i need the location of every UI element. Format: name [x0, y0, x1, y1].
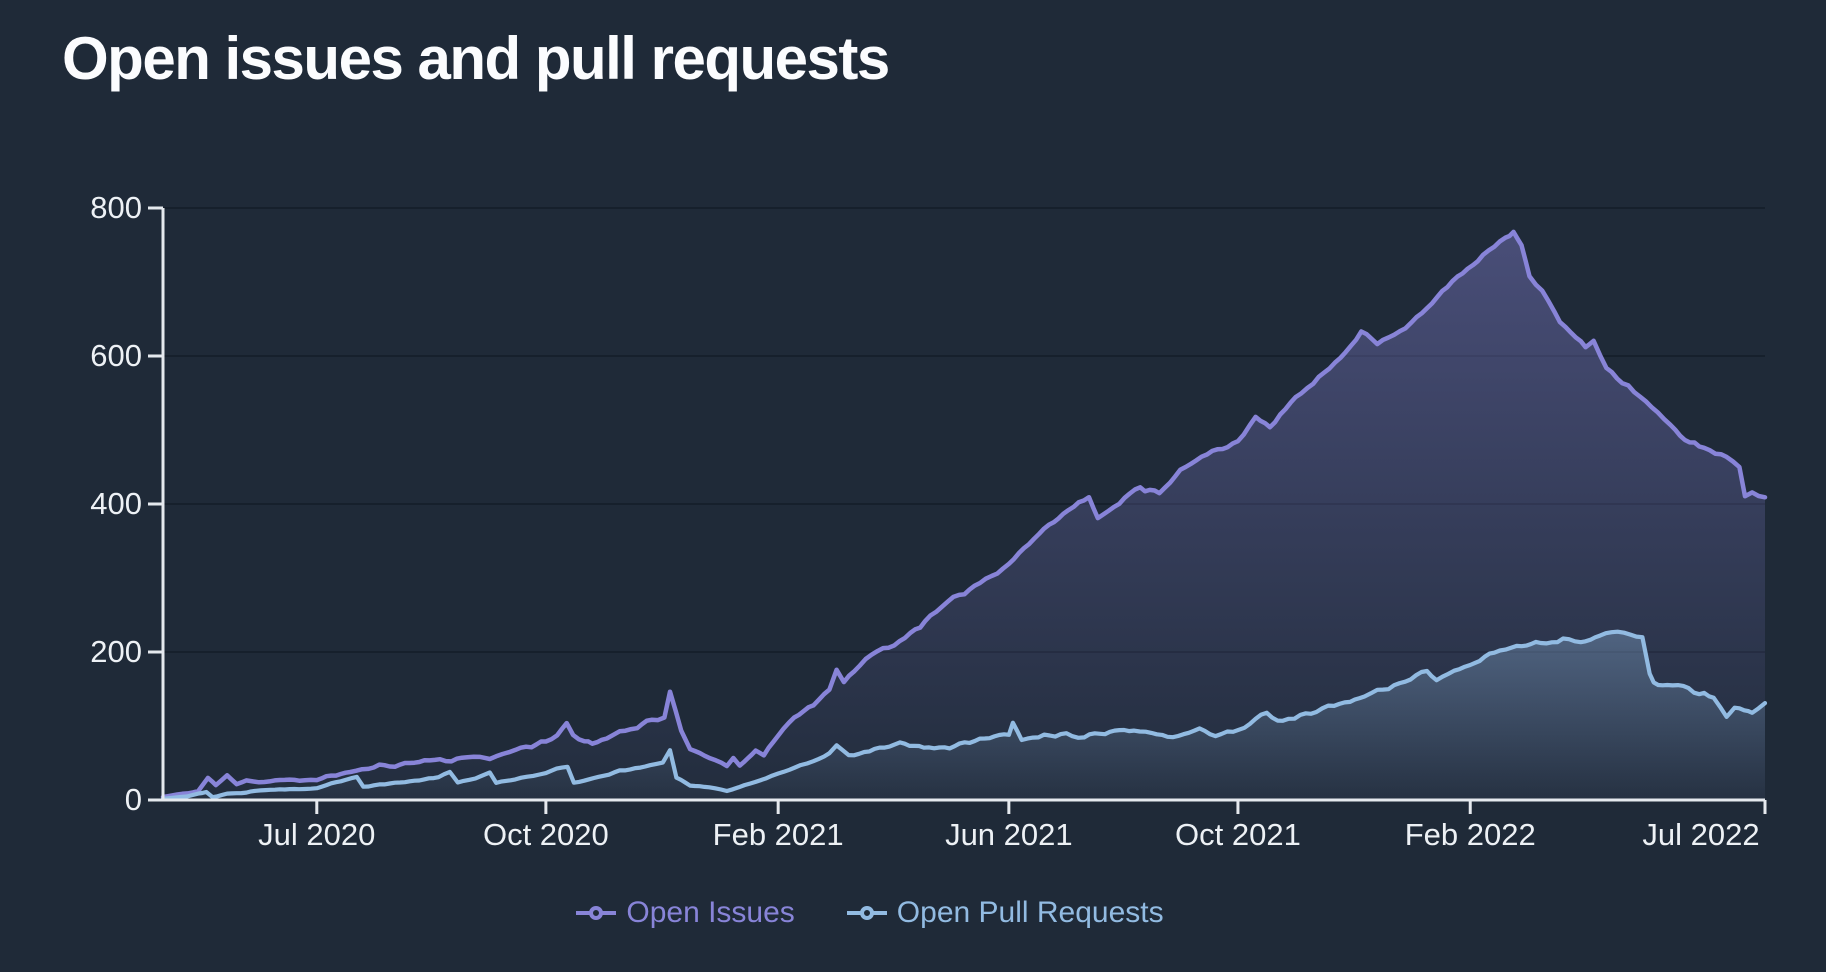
x-axis-tick-label: Jul 2022 — [1642, 817, 1760, 852]
y-axis-tick-label: 200 — [90, 634, 142, 669]
legend-item-open-pull-requests[interactable]: Open Pull Requests — [846, 896, 1164, 930]
legend-label: Open Issues — [626, 896, 795, 929]
y-axis-tick-label: 600 — [90, 338, 142, 373]
chart-legend: Open Issues Open Pull Requests — [0, 889, 1826, 937]
x-axis-tick-label: Oct 2021 — [1175, 817, 1301, 852]
legend-label: Open Pull Requests — [896, 896, 1164, 929]
issues-area — [163, 231, 1765, 800]
x-axis-tick-label: Oct 2020 — [482, 817, 609, 852]
y-axis-tick-label: 800 — [90, 190, 142, 225]
y-axis-tick-label: 400 — [90, 486, 142, 521]
legend-line-marker-icon — [846, 906, 887, 920]
legend-line-marker-icon — [576, 906, 617, 920]
y-axis-tick-label: 0 — [124, 782, 142, 817]
issues-line — [160, 229, 1768, 800]
x-axis-tick-label: Jun 2021 — [945, 817, 1073, 852]
x-axis-tick-label: Jul 2020 — [258, 817, 376, 852]
x-axis-tick-label: Feb 2022 — [1404, 817, 1536, 852]
pull-requests-line — [160, 629, 1768, 801]
legend-item-open-issues[interactable]: Open Issues — [576, 896, 795, 930]
pull-requests-area — [163, 631, 1765, 800]
chart-title: Open issues and pull requests — [62, 25, 890, 92]
x-axis-tick-label: Feb 2021 — [712, 817, 844, 852]
